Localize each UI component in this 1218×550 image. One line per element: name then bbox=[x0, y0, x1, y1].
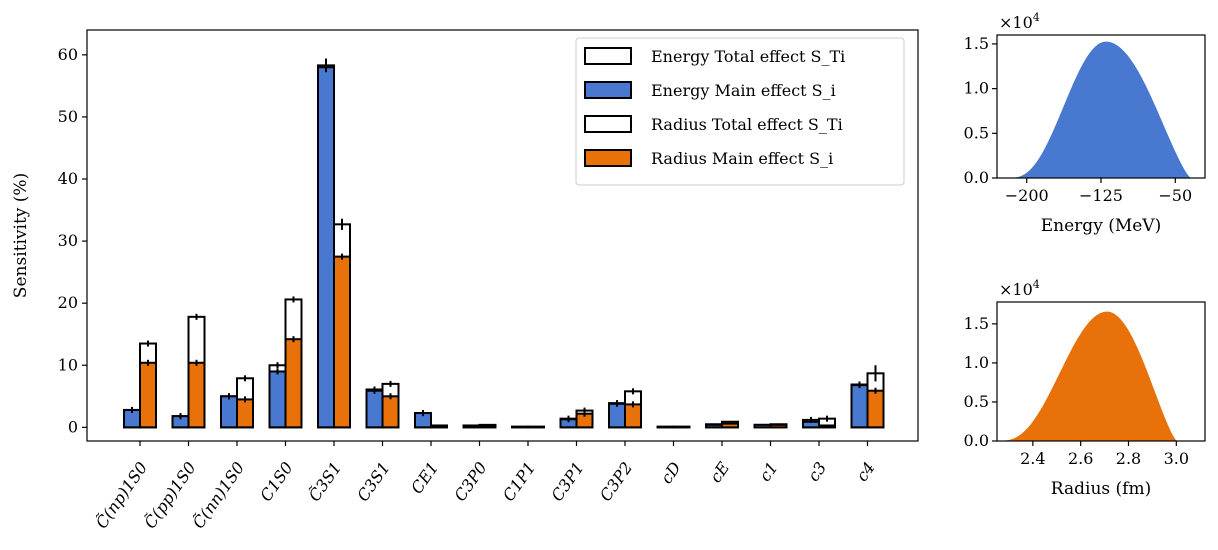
histogram-frame bbox=[996, 301, 1206, 442]
energy-main-bar bbox=[608, 402, 626, 429]
energy-main-bar bbox=[220, 395, 238, 429]
radius-main-bar bbox=[187, 361, 206, 429]
y-tick-label: 0.0 bbox=[964, 431, 989, 450]
x-tick-label: C3S1 bbox=[353, 458, 394, 505]
y-tick-label: 1.0 bbox=[964, 353, 989, 372]
legend-label: Radius Main effect S_i bbox=[651, 149, 833, 168]
y-tick-label: 10 bbox=[58, 355, 78, 374]
x-tick-label: C3P0 bbox=[450, 458, 490, 504]
y-tick-label: 1.0 bbox=[964, 79, 989, 98]
y-tick-label: 0.0 bbox=[964, 168, 989, 187]
radius-main-bar bbox=[769, 423, 788, 429]
x-tick-label: −200 bbox=[1005, 186, 1049, 205]
radius-main-bar bbox=[818, 424, 836, 429]
radius-main-bar bbox=[139, 361, 157, 429]
energy-main-bar bbox=[268, 370, 287, 429]
legend-label: Energy Total effect S_Ti bbox=[651, 47, 845, 66]
legend-swatch bbox=[584, 149, 632, 167]
y-tick-label: 60 bbox=[58, 45, 78, 64]
legend-label: Radius Total effect S_Ti bbox=[651, 115, 843, 134]
x-tick-label: cD bbox=[657, 458, 685, 487]
x-tick-label: CE1 bbox=[407, 458, 442, 497]
radius-main-bar bbox=[284, 338, 303, 429]
x-tick-label: C1S0 bbox=[256, 458, 297, 505]
y-scale-label: ×104 bbox=[999, 11, 1040, 32]
legend-label: Energy Main effect S_i bbox=[651, 81, 836, 100]
y-tick-label: 20 bbox=[58, 293, 78, 312]
x-tick-label: −125 bbox=[1079, 186, 1123, 205]
energy-histogram: 0.0 0.5 1.0 1.5 −200 −125 −50 ×104 Energy (MeV) bbox=[964, 11, 1206, 236]
x-axis-label: Energy (MeV) bbox=[1041, 216, 1161, 236]
y-axis-label: Sensitivity (%) bbox=[11, 173, 31, 298]
radius-main-bar bbox=[866, 389, 885, 429]
energy-main-bar bbox=[462, 424, 481, 429]
legend-box bbox=[575, 37, 905, 186]
x-tick-label: c4 bbox=[852, 458, 879, 485]
energy-main-bar bbox=[317, 66, 335, 429]
x-axis-label: Radius (fm) bbox=[1051, 479, 1151, 499]
radius-main-bar bbox=[721, 422, 739, 429]
energy-main-bar bbox=[705, 423, 723, 429]
radius-main-bar bbox=[527, 425, 545, 429]
energy-main-bar bbox=[365, 389, 384, 429]
legend-swatch bbox=[584, 115, 632, 133]
legend-swatch bbox=[584, 81, 632, 99]
radius-main-bar bbox=[236, 398, 254, 429]
main-plot-frame bbox=[86, 29, 919, 442]
energy-main-bar bbox=[753, 423, 772, 429]
y-tick-label: 50 bbox=[58, 107, 78, 126]
x-tick-label: C̃3S1 bbox=[305, 458, 346, 505]
radius-main-bar bbox=[333, 255, 351, 429]
x-tick-label: 2.4 bbox=[1020, 449, 1045, 468]
x-tick-label: 2.8 bbox=[1116, 449, 1141, 468]
y-tick-label: 1.5 bbox=[964, 314, 989, 333]
y-tick-label: 1.5 bbox=[964, 34, 989, 53]
energy-main-bar bbox=[511, 425, 529, 429]
x-tick-label: 2.6 bbox=[1068, 449, 1093, 468]
x-tick-label: cE bbox=[706, 458, 734, 486]
x-tick-label: C3P1 bbox=[547, 458, 587, 504]
x-tick-label: −50 bbox=[1158, 186, 1192, 205]
x-tick-label: c1 bbox=[755, 458, 782, 485]
radius-main-bar bbox=[624, 403, 642, 429]
y-tick-label: 30 bbox=[58, 231, 78, 250]
y-tick-label: 40 bbox=[58, 169, 78, 188]
histogram-area bbox=[1011, 41, 1192, 179]
radius-main-bar bbox=[430, 424, 448, 429]
legend-swatch bbox=[584, 47, 632, 65]
radius-histogram: 0.0 0.5 1.0 1.5 2.4 2.6 2.8 3.0 ×104 Radius (fm) bbox=[964, 278, 1206, 499]
radius-main-bar bbox=[381, 395, 400, 429]
y-tick-label: 0.5 bbox=[964, 392, 989, 411]
histogram-area bbox=[1001, 311, 1178, 442]
x-tick-label: 3.0 bbox=[1164, 449, 1189, 468]
radius-main-bar bbox=[478, 424, 497, 429]
energy-main-bar bbox=[656, 425, 675, 429]
y-tick-label: 0 bbox=[68, 417, 78, 436]
x-tick-label: C1P1 bbox=[499, 458, 539, 504]
y-tick-label: 0.5 bbox=[964, 123, 989, 142]
x-tick-label: c3 bbox=[804, 458, 831, 485]
legend: Energy Total effect S_Ti Energy Main effe… bbox=[575, 37, 905, 186]
y-scale-label: ×104 bbox=[999, 278, 1040, 299]
x-tick-label: C3P2 bbox=[596, 458, 636, 504]
radius-main-bar bbox=[672, 425, 691, 429]
energy-main-bar bbox=[850, 384, 869, 429]
